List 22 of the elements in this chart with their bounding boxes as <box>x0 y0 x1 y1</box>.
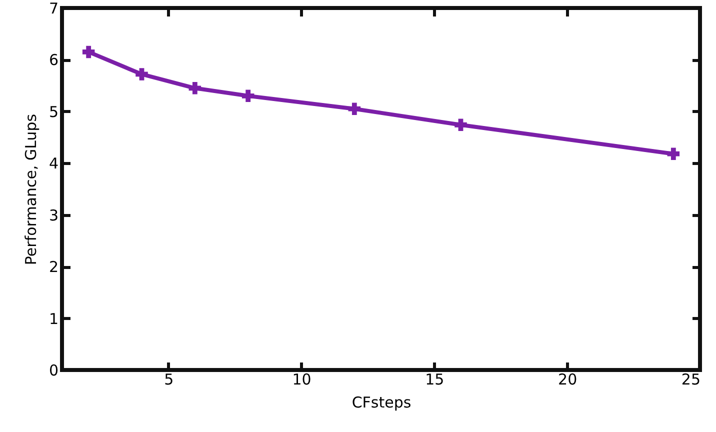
point <box>667 148 680 160</box>
point <box>82 46 95 58</box>
y-tick-label: 0 <box>48 362 58 380</box>
x-tick-label: 15 <box>425 370 444 388</box>
x-tick-label: 25 <box>681 370 700 388</box>
x-axis-title: CFsteps <box>352 394 412 412</box>
y-tick-label: 7 <box>48 0 58 18</box>
y-tick-label: 4 <box>48 154 58 173</box>
point <box>188 82 202 94</box>
y-tick-label: 2 <box>48 258 58 276</box>
y-tick-label: 6 <box>48 51 58 70</box>
y-tick-label: 5 <box>48 102 58 121</box>
x-tick-label: 10 <box>292 370 312 388</box>
point <box>454 118 467 131</box>
y-axis-title: Performance, GLups <box>22 114 40 266</box>
point <box>348 102 361 115</box>
x-tick-label: 20 <box>558 370 578 388</box>
point <box>136 68 148 80</box>
x-tick-label: 5 <box>164 370 174 388</box>
y-tick-label: 3 <box>48 206 58 224</box>
point <box>242 90 254 102</box>
y-tick-label: 1 <box>48 310 58 328</box>
